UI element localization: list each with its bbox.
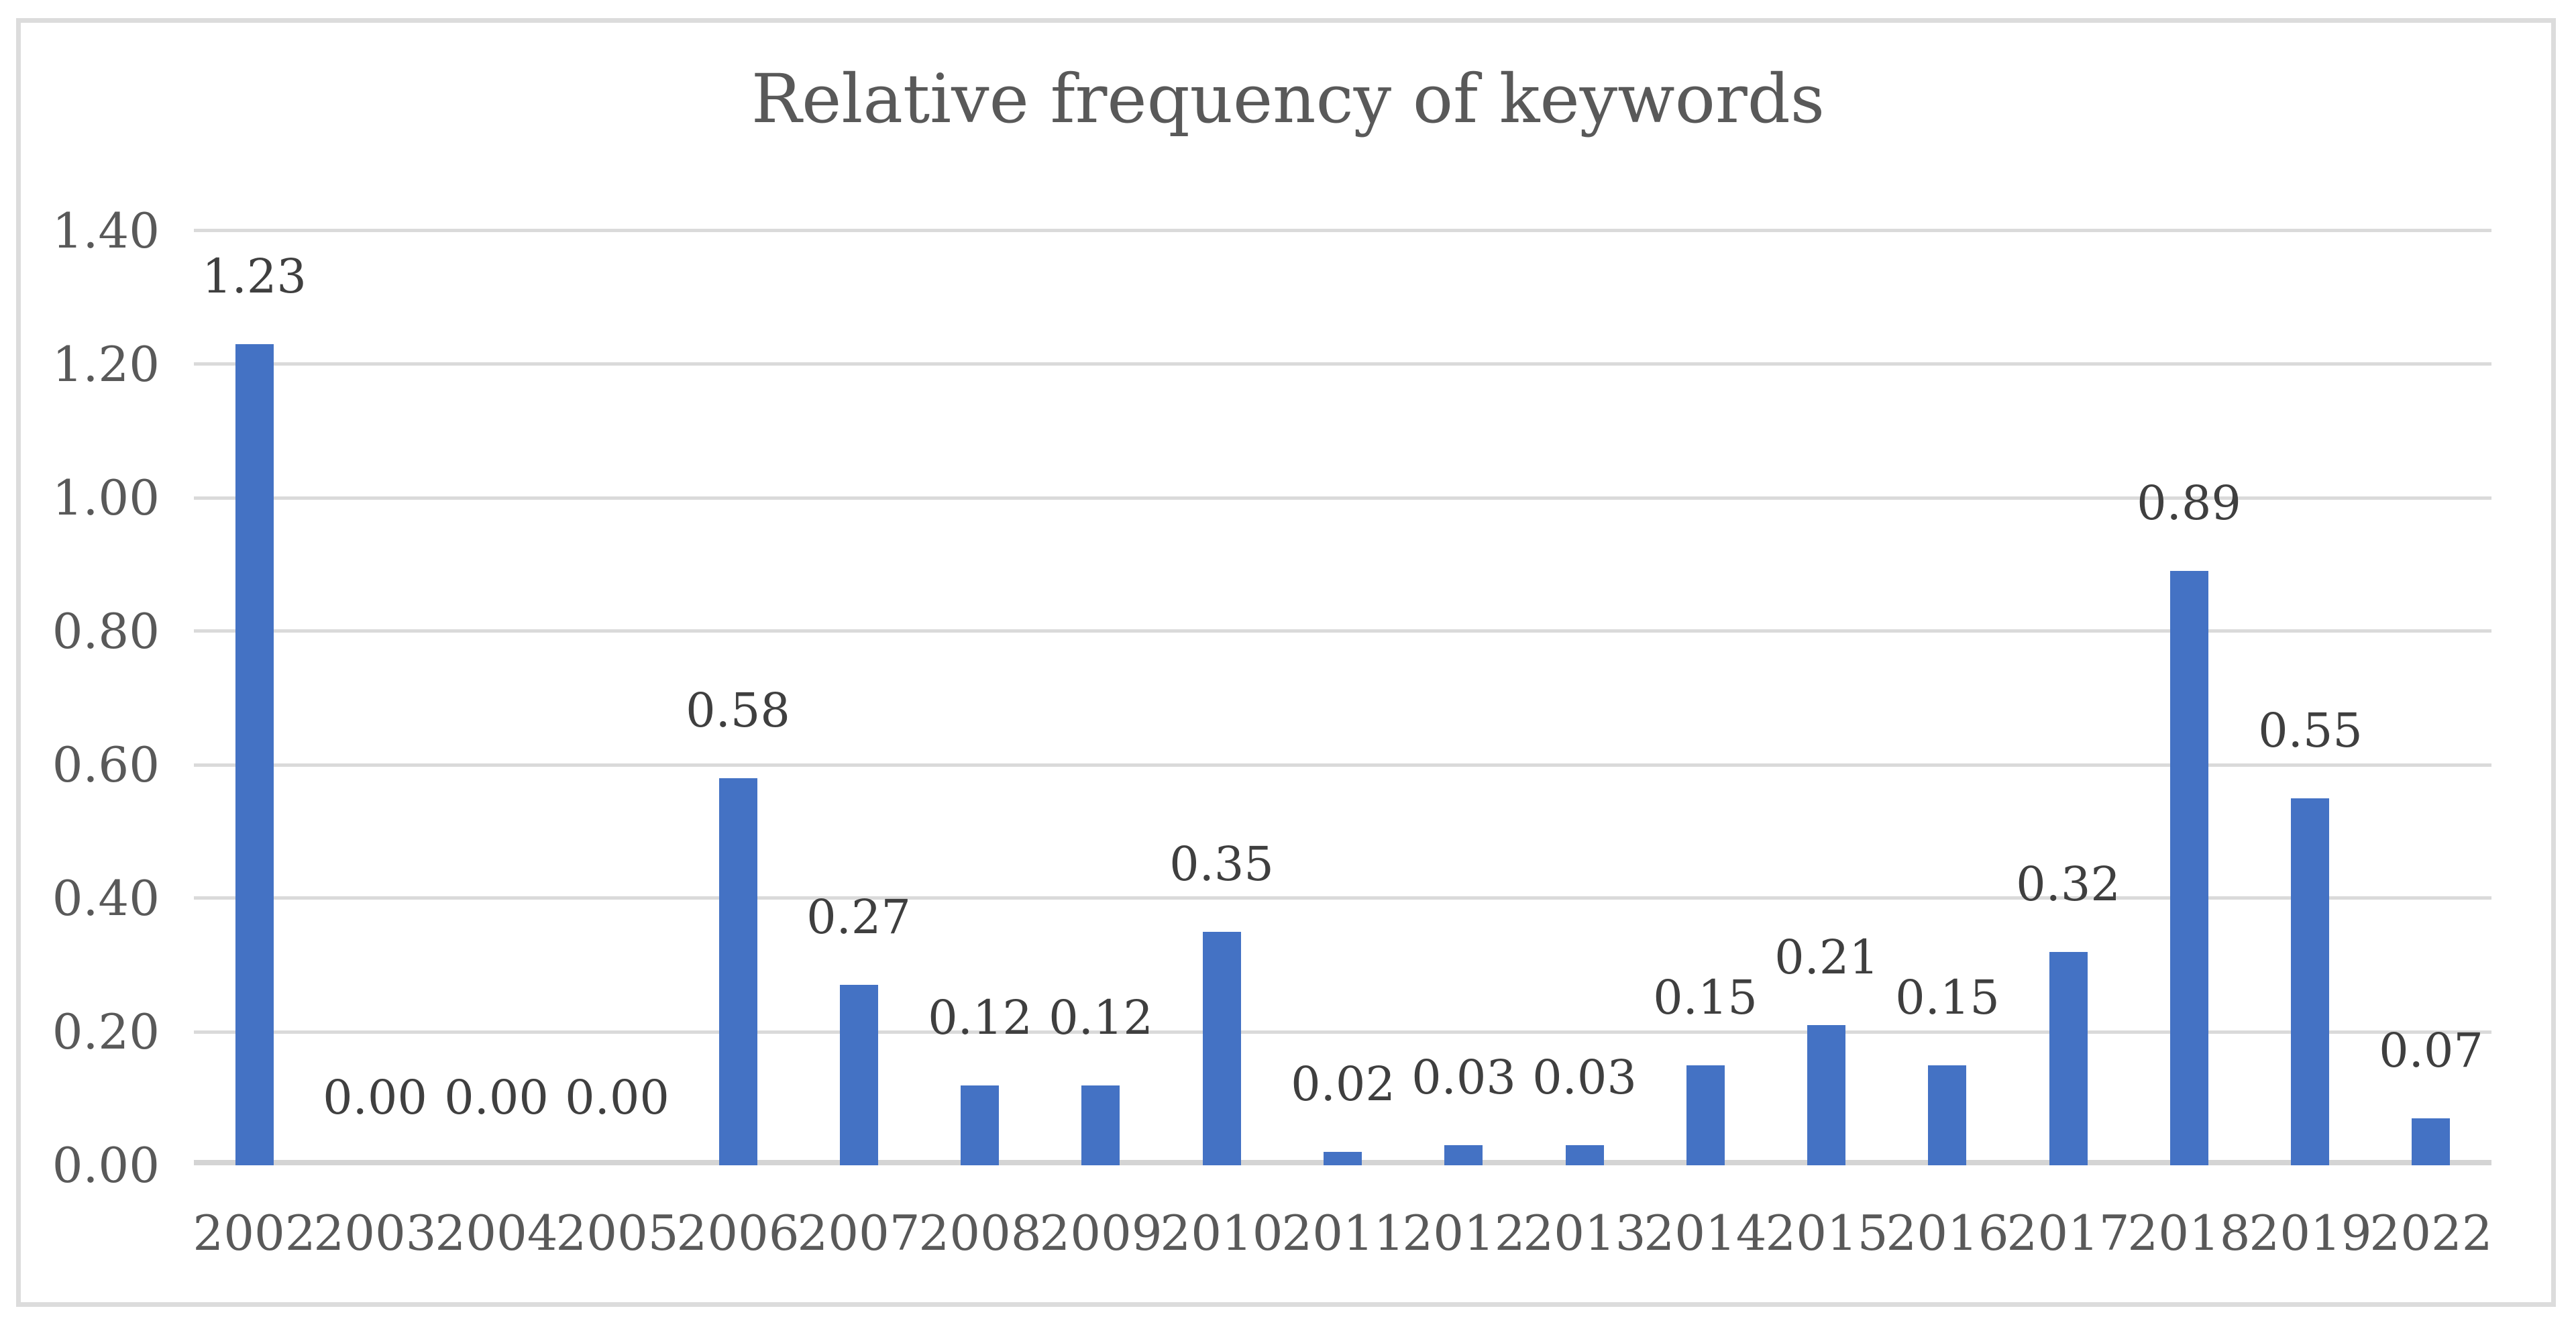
- data-label-2015: 0.21: [1774, 930, 1879, 985]
- data-label-2002: 1.23: [202, 249, 307, 304]
- data-label-2005: 0.00: [565, 1070, 669, 1125]
- data-label-2006: 0.58: [686, 683, 790, 738]
- x-axis-category-label: 2002: [193, 1205, 316, 1261]
- data-label-2007: 0.27: [806, 890, 911, 945]
- plot-area: 1.23 0.00 0.00 0.00 0.58 0.27 0.12 0.12 0.35 0.02…: [194, 229, 2491, 1165]
- gridline: [194, 896, 2491, 900]
- data-label-2008: 0.12: [928, 990, 1032, 1045]
- bar-2008: [961, 1085, 999, 1165]
- x-axis-category-label: 2014: [1644, 1205, 1767, 1261]
- data-label-2018: 0.89: [2137, 476, 2241, 531]
- data-label-2013: 0.03: [1532, 1050, 1637, 1105]
- bar-2011: [1324, 1152, 1362, 1165]
- data-label-2009: 0.12: [1049, 990, 1153, 1045]
- data-label-2012: 0.03: [1411, 1050, 1516, 1105]
- gridline: [194, 362, 2491, 366]
- gridline: [194, 229, 2491, 232]
- bar-2019: [2291, 798, 2329, 1165]
- x-axis-category-label: 2010: [1160, 1205, 1283, 1261]
- bar-2010: [1203, 932, 1241, 1165]
- bar-2017: [2049, 952, 2088, 1165]
- bar-2002: [235, 344, 274, 1165]
- x-axis-category-label: 2016: [1886, 1205, 2009, 1261]
- y-axis-tick-label: 1.20: [52, 336, 160, 392]
- x-axis-category-label: 2005: [555, 1205, 679, 1261]
- x-axis-category-label: 2013: [1523, 1205, 1646, 1261]
- bar-2007: [840, 985, 878, 1165]
- bar-2012: [1444, 1145, 1483, 1165]
- bar-2016: [1928, 1065, 1966, 1165]
- data-label-2010: 0.35: [1169, 837, 1274, 892]
- gridline: [194, 496, 2491, 500]
- x-axis-category-label: 2006: [676, 1205, 800, 1261]
- y-axis-tick-label: 1.00: [52, 470, 160, 526]
- x-axis-category-label: 2015: [1765, 1205, 1888, 1261]
- bar-2013: [1566, 1145, 1604, 1165]
- gridline: [194, 763, 2491, 767]
- data-label-2011: 0.02: [1291, 1057, 1395, 1112]
- gridline: [194, 629, 2491, 633]
- data-label-2017: 0.32: [2016, 857, 2121, 912]
- x-axis-category-label: 2019: [2249, 1205, 2372, 1261]
- x-axis-category-label: 2009: [1039, 1205, 1163, 1261]
- y-axis-tick-label: 0.60: [52, 737, 160, 793]
- data-label-2016: 0.15: [1895, 970, 2000, 1025]
- data-label-2004: 0.00: [444, 1070, 549, 1125]
- y-axis-tick-label: 0.20: [52, 1004, 160, 1060]
- bar-2014: [1686, 1065, 1725, 1165]
- bar-2006: [719, 778, 757, 1165]
- bar-2009: [1081, 1085, 1120, 1165]
- x-axis-category-label: 2022: [2369, 1205, 2493, 1261]
- y-axis-tick-label: 0.40: [52, 870, 160, 926]
- data-label-2019: 0.55: [2258, 703, 2363, 758]
- bar-2015: [1807, 1025, 1845, 1165]
- x-axis-category-label: 2012: [1402, 1205, 1525, 1261]
- chart-title: Relative frequency of keywords: [751, 60, 1825, 138]
- y-axis-tick-label: 1.40: [52, 203, 160, 259]
- x-axis-category-label: 2003: [313, 1205, 437, 1261]
- bar-2022: [2412, 1118, 2450, 1165]
- data-label-2022: 0.07: [2379, 1023, 2483, 1078]
- x-axis-category-label: 2007: [797, 1205, 920, 1261]
- data-label-2003: 0.00: [323, 1070, 427, 1125]
- y-axis-tick-label: 0.00: [52, 1137, 160, 1193]
- x-axis-category-label: 2017: [2006, 1205, 2130, 1261]
- bar-2018: [2170, 571, 2208, 1165]
- chart-frame: [16, 18, 2556, 1307]
- x-axis-category-label: 2018: [2127, 1205, 2251, 1261]
- gridline: [194, 1030, 2491, 1034]
- x-axis-category-label: 2011: [1281, 1205, 1405, 1261]
- y-axis-tick-label: 0.80: [52, 603, 160, 659]
- x-axis-category-label: 2004: [435, 1205, 558, 1261]
- x-axis-category-label: 2008: [918, 1205, 1042, 1261]
- data-label-2014: 0.15: [1653, 970, 1758, 1025]
